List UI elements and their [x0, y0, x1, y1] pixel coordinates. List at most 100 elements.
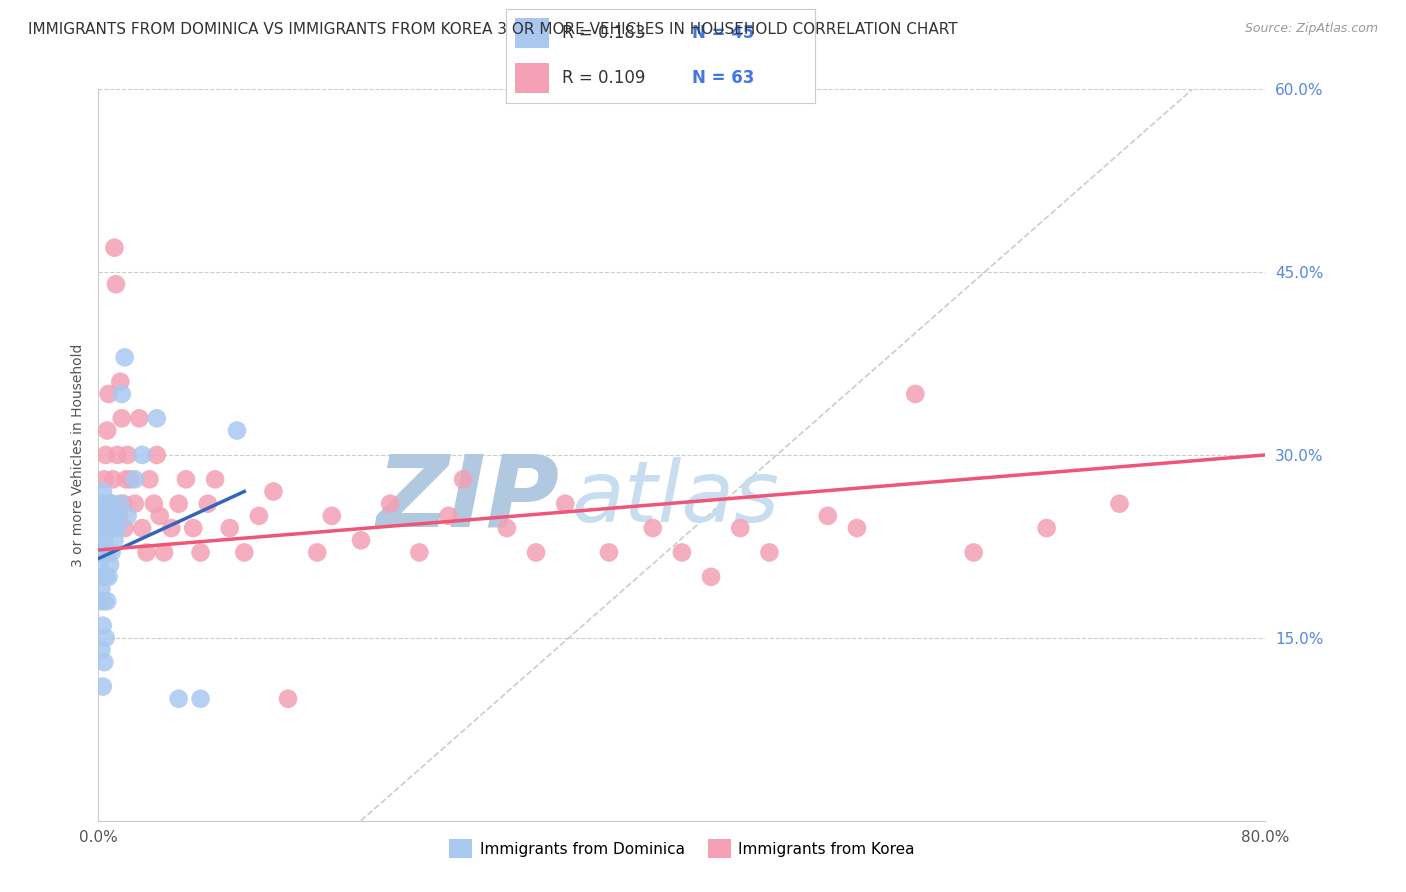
Point [128, 411, 150, 425]
Point [131, 448, 153, 462]
Point [321, 508, 343, 523]
Point [146, 411, 169, 425]
Point [554, 497, 576, 511]
Text: N = 63: N = 63 [692, 70, 754, 87]
Point [110, 497, 132, 511]
Point [103, 533, 125, 548]
Point [94, 570, 117, 584]
Point [167, 691, 190, 706]
Point [89, 533, 111, 548]
Point [218, 521, 240, 535]
Point [90, 545, 112, 559]
Point [91, 508, 114, 523]
Point [904, 387, 927, 401]
Point [94, 545, 117, 559]
Point [138, 472, 160, 486]
Point [496, 521, 519, 535]
Point [817, 508, 839, 523]
Text: N = 45: N = 45 [692, 24, 754, 42]
Point [89, 558, 111, 572]
Point [117, 508, 139, 523]
Point [846, 521, 869, 535]
Point [233, 545, 256, 559]
Point [93, 533, 115, 548]
Point [451, 472, 474, 486]
Point [167, 497, 190, 511]
Point [1108, 497, 1130, 511]
Point [103, 241, 125, 255]
Point [90, 497, 112, 511]
Point [641, 521, 664, 535]
Point [93, 594, 115, 608]
Point [110, 375, 132, 389]
Text: ZIP: ZIP [377, 450, 560, 548]
Point [91, 570, 114, 584]
Point [108, 508, 131, 523]
Point [101, 521, 124, 535]
FancyBboxPatch shape [516, 63, 550, 94]
Legend: Immigrants from Dominica, Immigrants from Korea: Immigrants from Dominica, Immigrants fro… [443, 833, 921, 864]
Point [91, 618, 114, 632]
Point [700, 570, 723, 584]
Text: R = 0.109: R = 0.109 [562, 70, 645, 87]
Point [190, 545, 212, 559]
Point [380, 497, 402, 511]
Point [181, 521, 204, 535]
Point [94, 448, 117, 462]
Text: IMMIGRANTS FROM DOMINICA VS IMMIGRANTS FROM KOREA 3 OR MORE VEHICLES IN HOUSEHOL: IMMIGRANTS FROM DOMINICA VS IMMIGRANTS F… [28, 22, 957, 37]
Point [142, 497, 165, 511]
Point [111, 411, 134, 425]
Point [437, 508, 460, 523]
Point [101, 472, 124, 486]
Point [105, 448, 128, 462]
Point [115, 472, 138, 486]
Point [197, 497, 219, 511]
Point [262, 484, 284, 499]
Point [105, 521, 128, 535]
Point [97, 521, 120, 535]
Point [91, 521, 114, 535]
Point [90, 582, 112, 596]
Point [730, 521, 752, 535]
Point [98, 521, 121, 535]
Text: Source: ZipAtlas.com: Source: ZipAtlas.com [1244, 22, 1378, 36]
Point [160, 521, 183, 535]
Point [90, 643, 112, 657]
Point [124, 497, 146, 511]
Point [131, 521, 153, 535]
Point [104, 277, 127, 292]
Point [93, 472, 115, 486]
Point [135, 545, 157, 559]
Point [100, 497, 122, 511]
Point [350, 533, 373, 548]
Point [91, 545, 114, 559]
Point [93, 655, 115, 669]
Point [758, 545, 780, 559]
Point [117, 448, 139, 462]
Point [114, 521, 136, 535]
Point [111, 387, 134, 401]
Point [91, 484, 114, 499]
Point [120, 472, 142, 486]
Point [98, 508, 121, 523]
Point [114, 351, 136, 365]
Point [89, 594, 111, 608]
Point [100, 545, 122, 559]
Point [307, 545, 329, 559]
Point [89, 508, 111, 523]
Point [124, 472, 146, 486]
Text: atlas: atlas [571, 458, 779, 541]
Point [962, 545, 984, 559]
Point [112, 497, 135, 511]
FancyBboxPatch shape [516, 18, 550, 48]
Point [190, 691, 212, 706]
Point [247, 508, 270, 523]
Point [91, 680, 114, 694]
Point [226, 424, 249, 438]
Point [94, 631, 117, 645]
Point [149, 508, 172, 523]
Point [100, 497, 122, 511]
Text: R = 0.183: R = 0.183 [562, 24, 645, 42]
Point [174, 472, 197, 486]
Point [408, 545, 430, 559]
